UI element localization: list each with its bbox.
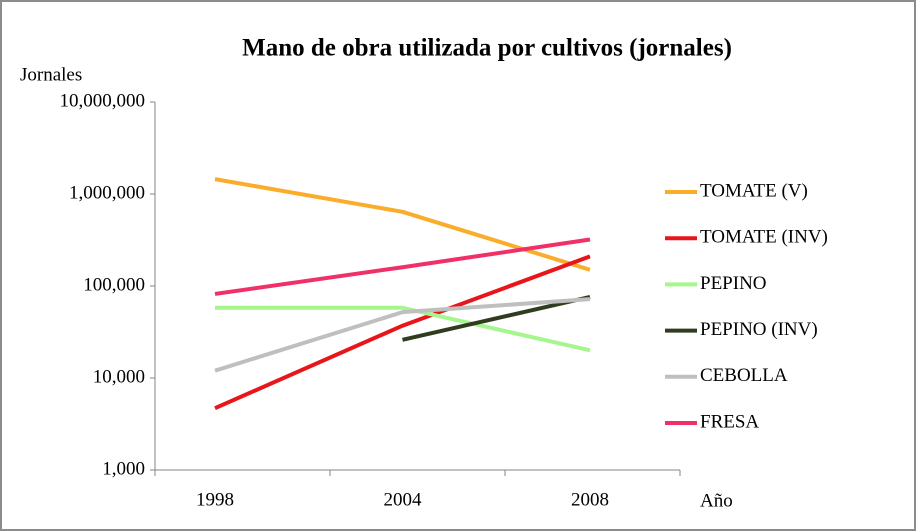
x-tick-label: 2008	[571, 489, 609, 510]
legend-label: FRESA	[700, 411, 759, 432]
x-tick-label: 2004	[384, 489, 423, 510]
y-axis-label: Jornales	[20, 64, 82, 85]
series-line	[214, 297, 591, 373]
y-tick-label: 1,000,000	[69, 182, 145, 203]
series-line	[215, 305, 591, 353]
y-tick-label: 1,000	[102, 458, 145, 479]
legend-label: PEPINO	[700, 273, 767, 294]
series-line	[214, 254, 591, 410]
y-tick-label: 10,000,000	[60, 90, 146, 111]
series-line	[214, 237, 591, 296]
legend-label: CEBOLLA	[700, 365, 788, 386]
legend-label: PEPINO (INV)	[700, 319, 818, 340]
x-tick-label: 1998	[196, 489, 234, 510]
series-line	[402, 295, 591, 342]
chart-title: Mano de obra utilizada por cultivos (jor…	[242, 35, 732, 62]
y-tick-label: 10,000	[93, 366, 145, 387]
legend-label: TOMATE (INV)	[700, 227, 828, 248]
legend-label: TOMATE (V)	[700, 180, 808, 201]
y-tick-label: 100,000	[83, 274, 145, 295]
x-axis-label: Año	[700, 490, 733, 511]
